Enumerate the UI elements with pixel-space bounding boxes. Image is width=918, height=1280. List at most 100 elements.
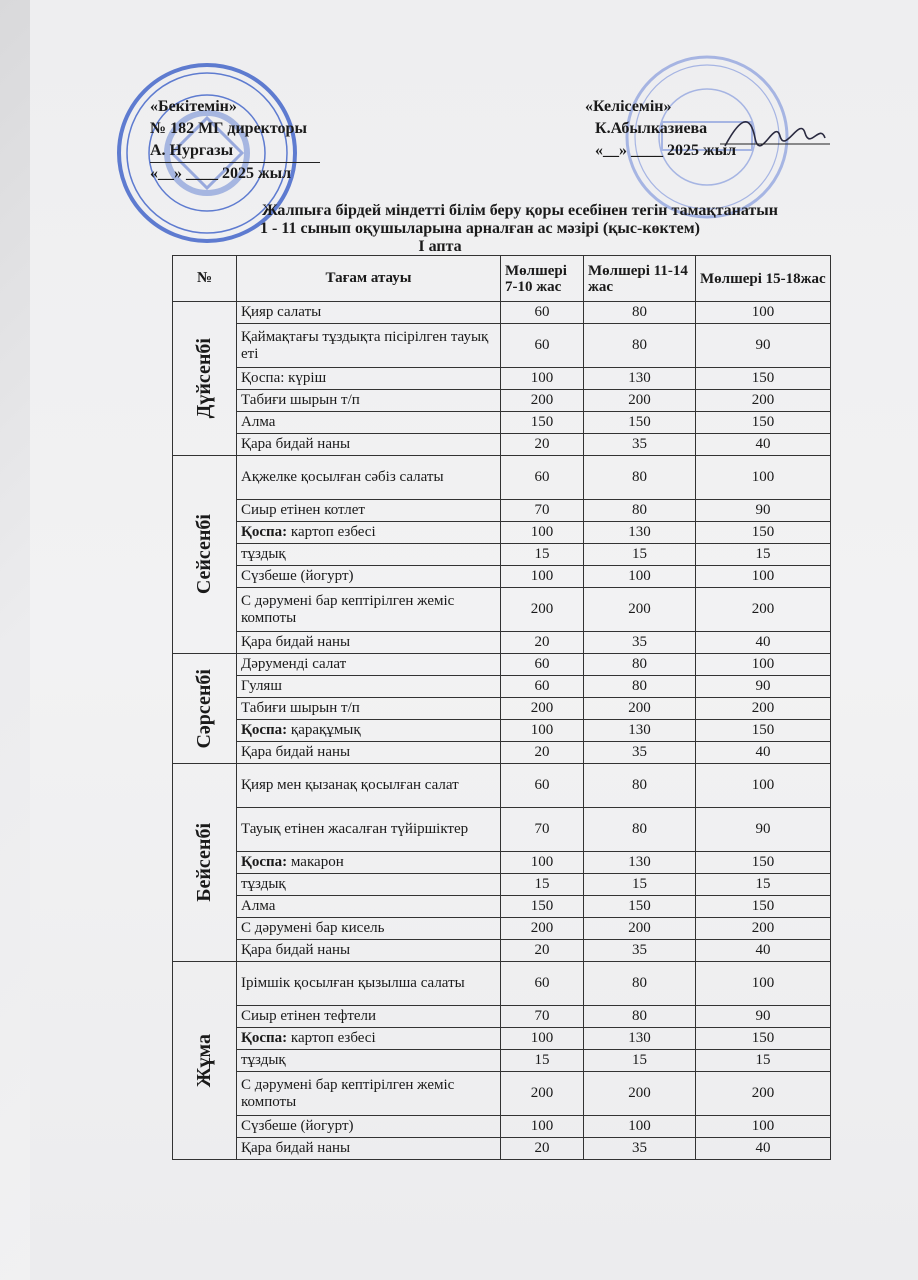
portion-value: 130 [583, 367, 696, 390]
table-row: Бейсенбі Қияр мен қызанақ қосылған салат 6… [172, 763, 831, 962]
dish-prefix: Қоспа: [241, 854, 288, 870]
agreement-block: «Келісемін» К.Абылказиева «__» ____ 2025… [585, 96, 736, 162]
table-row: Қара бидай наны 20 35 40 [173, 939, 831, 962]
table-row: тұздық 15 15 15 [173, 1049, 831, 1072]
portion-value: 100 [500, 565, 584, 588]
dish-text: Гуляш [241, 678, 282, 694]
portion-value: 90 [695, 323, 831, 368]
portion-value: 80 [583, 323, 696, 368]
dish-text: Сиыр етінен котлет [241, 502, 365, 518]
portion-value: 35 [583, 939, 696, 962]
portion-value: 80 [583, 499, 696, 522]
portion-value: 15 [500, 543, 584, 566]
table-row: Қара бидай наны 20 35 40 [173, 631, 831, 654]
dish-name: Алма [236, 895, 501, 918]
portion-value: 70 [500, 499, 584, 522]
dish-name: Дәруменді салат [236, 653, 501, 676]
portion-value: 60 [500, 763, 584, 808]
dish-text: Қара бидай наны [241, 634, 351, 650]
portion-value: 80 [583, 653, 696, 676]
day-label: Сәрсенбі [193, 668, 215, 749]
dish-prefix: Қоспа: [241, 524, 288, 540]
dish-text: Ақжелке қосылған сәбіз салаты [241, 469, 444, 485]
portion-value: 150 [583, 411, 696, 434]
dish-text: Алма [241, 414, 276, 430]
portion-value: 100 [695, 1115, 831, 1138]
table-row: тұздық 15 15 15 [173, 873, 831, 896]
portion-value: 60 [500, 653, 584, 676]
dish-text: Қара бидай наны [241, 744, 351, 760]
dish-name: С дәрумені бар кептірілген жеміс компоты [236, 587, 501, 632]
dish-name: С дәрумені бар кептірілген жеміс компоты [236, 1071, 501, 1116]
dish-text: Қара бидай наны [241, 942, 351, 958]
table-row: Сәрсенбі Дәруменді салат 60 80 100 [172, 653, 831, 764]
day-cell: Бейсенбі [172, 763, 237, 962]
table-row: Қара бидай наны 20 35 40 [173, 1137, 831, 1160]
dish-text: Тауық етінен жасалған түйіршіктер [241, 821, 469, 837]
portion-value: 80 [583, 675, 696, 698]
table-row: Қара бидай наны 20 35 40 [173, 433, 831, 456]
column-header: Мөлшері 7-10 жас [500, 255, 584, 302]
portion-value: 20 [500, 741, 584, 764]
dish-name: Табиғи шырын т/п [236, 389, 501, 412]
dish-name: тұздық [236, 543, 501, 566]
portion-value: 70 [500, 1005, 584, 1028]
approval-name: А. Нургазы [150, 140, 320, 163]
portion-value: 200 [583, 587, 696, 632]
dish-name: Қоспа: картоп езбесі [236, 521, 501, 544]
dish-name: Ірімшік қосылған қызылша салаты [236, 961, 501, 1006]
portion-value: 15 [583, 873, 696, 896]
week-label: I апта [418, 238, 462, 255]
portion-value: 200 [695, 917, 831, 940]
portion-value: 15 [695, 1049, 831, 1072]
column-header: Мөлшері 15-18жас [695, 255, 831, 302]
day-label: Сейсенбі [193, 514, 215, 595]
portion-value: 60 [500, 301, 584, 324]
portion-value: 60 [500, 961, 584, 1006]
portion-value: 35 [583, 631, 696, 654]
dish-name: Қоспа: қарақұмық [236, 719, 501, 742]
portion-value: 130 [583, 851, 696, 874]
dish-text: С дәрумені бар кисель [241, 920, 385, 936]
dish-name: Қара бидай наны [236, 741, 501, 764]
portion-value: 200 [695, 389, 831, 412]
title-line-2: 1 - 11 сынып оқушыларына арналған ас мәз… [260, 220, 700, 237]
table-row: Гуляш 60 80 90 [173, 675, 831, 698]
dish-text: Ірімшік қосылған қызылша салаты [241, 975, 465, 991]
portion-value: 70 [500, 807, 584, 852]
dish-name: Сүзбеше (йогурт) [236, 565, 501, 588]
portion-value: 100 [695, 961, 831, 1006]
portion-value: 100 [500, 521, 584, 544]
table-row: Қоспа: картоп езбесі 100 130 150 [173, 521, 831, 544]
portion-value: 60 [500, 675, 584, 698]
portion-value: 150 [695, 411, 831, 434]
round-seal-left [117, 63, 297, 243]
portion-value: 20 [500, 433, 584, 456]
table-row: Табиғи шырын т/п 200 200 200 [173, 389, 831, 412]
portion-value: 80 [583, 455, 696, 500]
portion-value: 150 [583, 895, 696, 918]
dish-name: Қоспа: макарон [236, 851, 501, 874]
portion-value: 100 [695, 301, 831, 324]
table-row: Сүзбеше (йогурт) 100 100 100 [173, 1115, 831, 1138]
dish-text: Табиғи шырын т/п [241, 392, 360, 408]
dish-name: Қияр мен қызанақ қосылған салат [236, 763, 501, 808]
table-row: Алма 150 150 150 [173, 895, 831, 918]
portion-value: 80 [583, 961, 696, 1006]
dish-name: Табиғи шырын т/п [236, 697, 501, 720]
table-row: Сейсенбі Ақжелке қосылған сәбіз салаты 60 8… [172, 455, 831, 654]
portion-value: 90 [695, 1005, 831, 1028]
portion-value: 90 [695, 675, 831, 698]
portion-value: 40 [695, 1137, 831, 1160]
portion-value: 200 [583, 697, 696, 720]
portion-value: 80 [583, 807, 696, 852]
portion-value: 80 [583, 763, 696, 808]
portion-value: 200 [500, 389, 584, 412]
portion-value: 90 [695, 499, 831, 522]
approval-date: «__» ____ 2025 жыл [150, 165, 292, 182]
dish-text: Сиыр етінен тефтели [241, 1008, 377, 1024]
portion-value: 100 [695, 455, 831, 500]
dish-text: тұздық [241, 546, 286, 562]
approval-position: № 182 МГ директоры [150, 120, 307, 137]
dish-text: С дәрумені бар кептірілген жеміс компоты [241, 1076, 455, 1110]
